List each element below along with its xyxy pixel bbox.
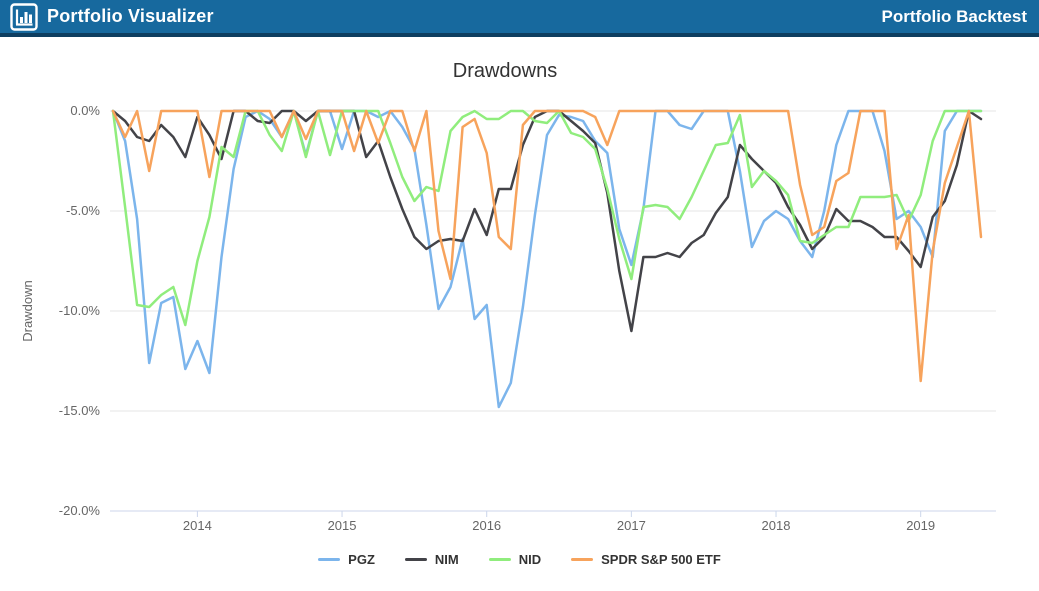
x-axis-label: 2019: [906, 518, 936, 533]
y-axis-label: 0.0%: [70, 103, 100, 118]
y-axis-label: -10.0%: [58, 303, 100, 318]
x-axis-label: 2018: [761, 518, 791, 533]
x-axis-label: 2017: [616, 518, 646, 533]
brand-title: Portfolio Visualizer: [47, 6, 214, 26]
series-line-spdr-s-p-500-etf[interactable]: [111, 109, 983, 383]
legend-item-pgz[interactable]: PGZ: [318, 552, 375, 567]
chart-title: Drawdowns: [452, 60, 558, 82]
legend-swatch: [318, 557, 341, 562]
legend-swatch: [404, 557, 427, 562]
x-axis-label: 2015: [327, 518, 357, 533]
page-title-portfolio-backtest: Portfolio Backtest: [881, 6, 1027, 26]
chart-legend: PGZ NIM NID SPDR S&P 500 ETF: [0, 552, 1039, 567]
y-axis-label: -15.0%: [58, 403, 100, 418]
x-axis-label: 2014: [182, 518, 212, 533]
legend-item-nim[interactable]: NIM: [404, 552, 459, 567]
brand[interactable]: Portfolio Visualizer: [10, 2, 214, 31]
legend-label: NID: [518, 552, 542, 567]
legend-item-spdr-s-p-500-etf[interactable]: SPDR S&P 500 ETF: [571, 552, 721, 567]
bar-chart-logo-icon: [10, 2, 38, 31]
x-axis-label: 2016: [472, 518, 502, 533]
legend-label: NIM: [434, 552, 459, 567]
legend-label: PGZ: [348, 552, 375, 567]
legend-swatch: [488, 557, 511, 562]
y-axis-label: -5.0%: [66, 203, 100, 218]
legend-swatch: [571, 557, 594, 562]
y-axis-label: -20.0%: [58, 503, 100, 518]
legend-label: SPDR S&P 500 ETF: [601, 552, 721, 567]
app-header: Portfolio Visualizer Portfolio Backtest: [0, 0, 1039, 37]
legend-item-nid[interactable]: NID: [488, 552, 542, 567]
